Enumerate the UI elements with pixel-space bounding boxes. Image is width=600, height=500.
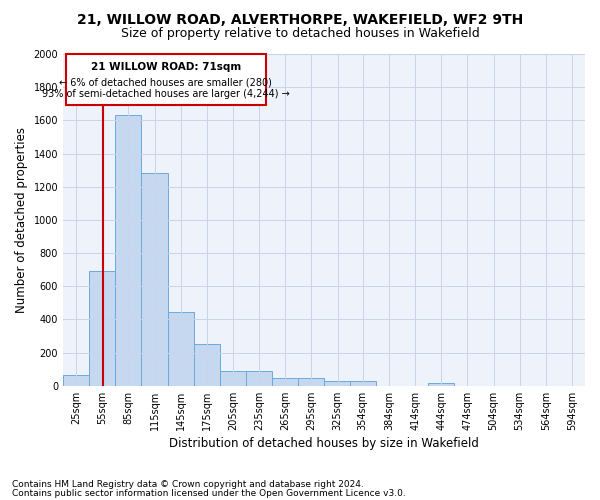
X-axis label: Distribution of detached houses by size in Wakefield: Distribution of detached houses by size … [169, 437, 479, 450]
Text: Contains public sector information licensed under the Open Government Licence v3: Contains public sector information licen… [12, 488, 406, 498]
Bar [272, 378, 298, 386]
Bar [220, 371, 246, 386]
Text: 21 WILLOW ROAD: 71sqm: 21 WILLOW ROAD: 71sqm [91, 62, 241, 72]
Bar [115, 114, 142, 386]
Bar [298, 378, 325, 386]
Bar [350, 381, 376, 386]
Text: Size of property relative to detached houses in Wakefield: Size of property relative to detached ho… [121, 28, 479, 40]
FancyBboxPatch shape [65, 54, 266, 106]
Bar [325, 381, 350, 386]
Bar [63, 375, 89, 386]
Y-axis label: Number of detached properties: Number of detached properties [15, 127, 28, 313]
Bar [194, 344, 220, 386]
Text: 93% of semi-detached houses are larger (4,244) →: 93% of semi-detached houses are larger (… [42, 89, 290, 99]
Text: 21, WILLOW ROAD, ALVERTHORPE, WAKEFIELD, WF2 9TH: 21, WILLOW ROAD, ALVERTHORPE, WAKEFIELD,… [77, 12, 523, 26]
Bar [167, 312, 194, 386]
Bar [142, 172, 167, 386]
Bar [246, 371, 272, 386]
Bar [428, 382, 454, 386]
Text: ← 6% of detached houses are smaller (280): ← 6% of detached houses are smaller (280… [59, 77, 272, 87]
Text: Contains HM Land Registry data © Crown copyright and database right 2024.: Contains HM Land Registry data © Crown c… [12, 480, 364, 489]
Bar [89, 270, 115, 386]
